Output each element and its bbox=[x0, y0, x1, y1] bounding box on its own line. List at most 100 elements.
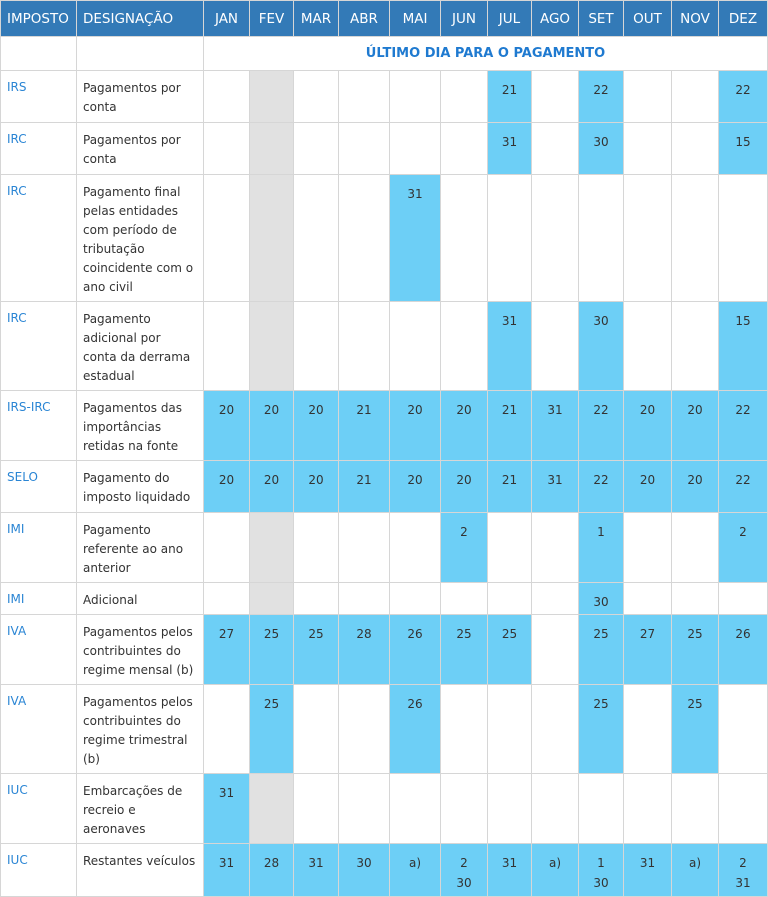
deadline-cell-mai bbox=[389, 512, 441, 583]
deadline-cell-out bbox=[623, 773, 672, 844]
table-row: IRS Pagamentos por conta 21 22 22 bbox=[0, 70, 768, 123]
deadline-cell-nov bbox=[671, 301, 719, 391]
deadline-cell-jan bbox=[203, 512, 250, 583]
table-row: SELO Pagamento do imposto liquidado 20 20 20… bbox=[0, 460, 768, 513]
deadline-cell-jun bbox=[440, 582, 488, 615]
deadline-cell-set: 22 bbox=[578, 390, 624, 461]
deadline-cell-jul bbox=[487, 512, 532, 583]
tax-name[interactable]: IRC bbox=[0, 122, 77, 175]
tax-name[interactable]: SELO bbox=[0, 460, 77, 513]
empty-cell bbox=[76, 36, 204, 71]
deadline-cell-mai bbox=[389, 773, 441, 844]
deadline-cell-nov: 20 bbox=[671, 390, 719, 461]
header-designacao: DESIGNAÇÃO bbox=[76, 0, 204, 37]
tax-name[interactable]: IVA bbox=[0, 684, 77, 774]
deadline-cell-fev bbox=[249, 122, 294, 175]
deadline-cell-out bbox=[623, 684, 672, 774]
deadline-cell-dez: 2 bbox=[718, 512, 768, 583]
table-row: IVA Pagamentos pelos contribuintes do reg… bbox=[0, 684, 768, 774]
deadline-cell-jan: 20 bbox=[203, 390, 250, 461]
deadline-cell-jul bbox=[487, 773, 532, 844]
tax-name[interactable]: IUC bbox=[0, 773, 77, 844]
deadline-cell-out: 20 bbox=[623, 460, 672, 513]
deadline-cell-out bbox=[623, 70, 672, 123]
tax-description: Adicional bbox=[76, 582, 204, 615]
deadline-cell-nov bbox=[671, 773, 719, 844]
deadline-cell-abr bbox=[338, 301, 390, 391]
tax-description: Pagamento final pelas entidades com perí… bbox=[76, 174, 204, 302]
deadline-cell-out: 27 bbox=[623, 614, 672, 685]
deadline-cell-out: 31 bbox=[623, 843, 672, 897]
deadline-cell-jan: 27 bbox=[203, 614, 250, 685]
tax-description: Pagamentos das importâncias retidas na f… bbox=[76, 390, 204, 461]
deadline-cell-jun: 25 bbox=[440, 614, 488, 685]
tax-name[interactable]: IRC bbox=[0, 174, 77, 302]
tax-description: Pagamentos pelos contribuintes do regime… bbox=[76, 684, 204, 774]
deadline-cell-ago bbox=[531, 582, 579, 615]
deadline-cell-fev bbox=[249, 70, 294, 123]
deadline-cell-fev: 25 bbox=[249, 614, 294, 685]
deadline-cell-fev bbox=[249, 582, 294, 615]
deadline-cell-mar bbox=[293, 122, 339, 175]
deadline-cell-nov bbox=[671, 582, 719, 615]
deadline-cell-abr: 21 bbox=[338, 460, 390, 513]
deadline-cell-abr bbox=[338, 122, 390, 175]
deadline-cell-mai bbox=[389, 122, 441, 175]
deadline-cell-ago bbox=[531, 174, 579, 302]
tax-name[interactable]: IUC bbox=[0, 843, 77, 897]
deadline-cell-abr bbox=[338, 773, 390, 844]
tax-name[interactable]: IMI bbox=[0, 582, 77, 615]
deadline-cell-jun bbox=[440, 174, 488, 302]
deadline-cell-set bbox=[578, 773, 624, 844]
header-month-abr: ABR bbox=[338, 0, 390, 37]
deadline-cell-jul: 31 bbox=[487, 843, 532, 897]
header-month-ago: AGO bbox=[531, 0, 579, 37]
deadline-cell-abr: 21 bbox=[338, 390, 390, 461]
tax-description: Pagamentos por conta bbox=[76, 70, 204, 123]
deadline-cell-abr: 28 bbox=[338, 614, 390, 685]
deadline-cell-dez: 26 bbox=[718, 614, 768, 685]
deadline-cell-out bbox=[623, 582, 672, 615]
tax-name[interactable]: IVA bbox=[0, 614, 77, 685]
deadline-cell-fev bbox=[249, 174, 294, 302]
deadline-cell-fev bbox=[249, 301, 294, 391]
deadline-cell-fev bbox=[249, 773, 294, 844]
deadline-cell-mai bbox=[389, 301, 441, 391]
deadline-cell-set: 1 bbox=[578, 512, 624, 583]
header-month-jul: JUL bbox=[487, 0, 532, 37]
deadline-cell-mai bbox=[389, 70, 441, 123]
deadline-cell-jun bbox=[440, 773, 488, 844]
deadline-cell-mar bbox=[293, 582, 339, 615]
deadline-cell-out bbox=[623, 512, 672, 583]
deadline-cell-set bbox=[578, 174, 624, 302]
deadline-cell-set: 22 bbox=[578, 460, 624, 513]
tax-description: Pagamentos pelos contribuintes do regime… bbox=[76, 614, 204, 685]
tax-name[interactable]: IRS bbox=[0, 70, 77, 123]
header-month-fev: FEV bbox=[249, 0, 294, 37]
deadline-cell-dez: 15 bbox=[718, 122, 768, 175]
header-month-dez: DEZ bbox=[718, 0, 768, 37]
header-month-mai: MAI bbox=[389, 0, 441, 37]
subheader-row: ÚLTIMO DIA PARA O PAGAMENTO bbox=[0, 36, 768, 71]
tax-name[interactable]: IMI bbox=[0, 512, 77, 583]
header-month-set: SET bbox=[578, 0, 624, 37]
deadline-cell-jul: 21 bbox=[487, 460, 532, 513]
deadline-cell-mar: 20 bbox=[293, 390, 339, 461]
tax-name[interactable]: IRC bbox=[0, 301, 77, 391]
deadline-cell-mar: 20 bbox=[293, 460, 339, 513]
deadline-cell-fev: 25 bbox=[249, 684, 294, 774]
deadline-cell-jul bbox=[487, 174, 532, 302]
tax-description: Pagamento do imposto liquidado bbox=[76, 460, 204, 513]
tax-description: Embarcações de recreio e aeronaves bbox=[76, 773, 204, 844]
deadline-cell-dez: 22 bbox=[718, 460, 768, 513]
deadline-cell-set: 22 bbox=[578, 70, 624, 123]
deadline-cell-dez bbox=[718, 582, 768, 615]
deadline-cell-out bbox=[623, 174, 672, 302]
deadline-cell-mai: 20 bbox=[389, 460, 441, 513]
deadline-cell-fev bbox=[249, 512, 294, 583]
deadline-cell-ago: 31 bbox=[531, 460, 579, 513]
tax-name[interactable]: IRS-IRC bbox=[0, 390, 77, 461]
subheader-title: ÚLTIMO DIA PARA O PAGAMENTO bbox=[203, 36, 768, 71]
header-imposto: IMPOSTO bbox=[0, 0, 77, 37]
